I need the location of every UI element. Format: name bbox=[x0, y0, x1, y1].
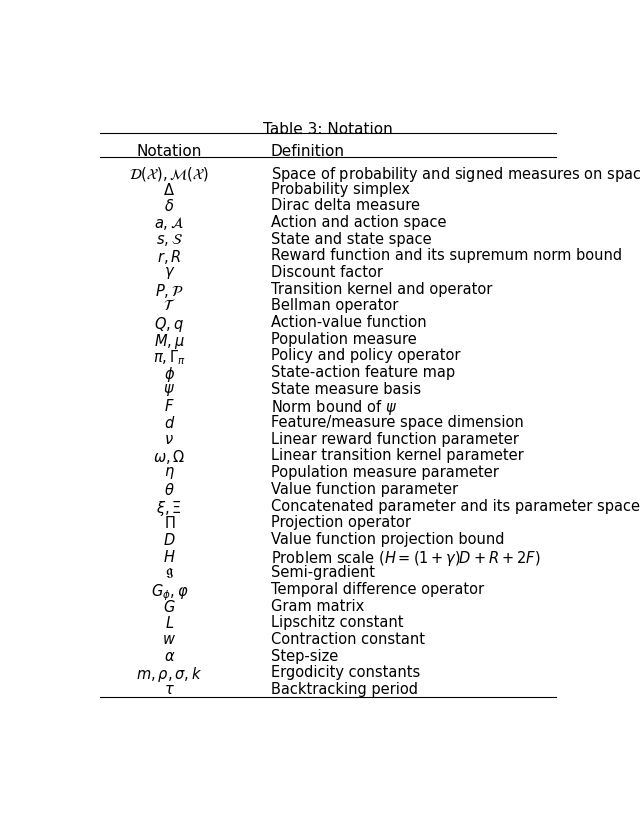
Text: $\mathfrak{g}$: $\mathfrak{g}$ bbox=[165, 565, 173, 581]
Text: Definition: Definition bbox=[271, 144, 345, 159]
Text: Action and action space: Action and action space bbox=[271, 215, 447, 230]
Text: $\mathcal{D}(\mathcal{X}), \mathcal{M}(\mathcal{X})$: $\mathcal{D}(\mathcal{X}), \mathcal{M}(\… bbox=[129, 165, 209, 183]
Text: Population measure parameter: Population measure parameter bbox=[271, 465, 499, 480]
Text: $\xi, \Xi$: $\xi, \Xi$ bbox=[156, 499, 182, 518]
Text: Policy and policy operator: Policy and policy operator bbox=[271, 348, 460, 363]
Text: $L$: $L$ bbox=[164, 615, 174, 631]
Text: Problem scale $(H = (1+\gamma)D + R + 2F)$: Problem scale $(H = (1+\gamma)D + R + 2F… bbox=[271, 548, 540, 567]
Text: Population measure: Population measure bbox=[271, 332, 417, 347]
Text: Ergodicity constants: Ergodicity constants bbox=[271, 666, 420, 681]
Text: Reward function and its supremum norm bound: Reward function and its supremum norm bo… bbox=[271, 248, 622, 263]
Text: $s, \mathcal{S}$: $s, \mathcal{S}$ bbox=[156, 232, 183, 247]
Text: $r, R$: $r, R$ bbox=[157, 248, 181, 266]
Text: Contraction constant: Contraction constant bbox=[271, 632, 425, 647]
Text: Semi-gradient: Semi-gradient bbox=[271, 565, 375, 581]
Text: Linear transition kernel parameter: Linear transition kernel parameter bbox=[271, 448, 524, 463]
Text: $\phi$: $\phi$ bbox=[164, 365, 175, 384]
Text: $a, \mathcal{A}$: $a, \mathcal{A}$ bbox=[154, 215, 184, 232]
Text: Lipschitz constant: Lipschitz constant bbox=[271, 615, 403, 630]
Text: $\Delta$: $\Delta$ bbox=[163, 181, 175, 198]
Text: $\alpha$: $\alpha$ bbox=[164, 648, 175, 663]
Text: Dirac delta measure: Dirac delta measure bbox=[271, 198, 420, 213]
Text: $\gamma$: $\gamma$ bbox=[164, 265, 175, 281]
Text: $\pi, \Gamma_{\pi}$: $\pi, \Gamma_{\pi}$ bbox=[153, 348, 186, 367]
Text: $d$: $d$ bbox=[164, 415, 175, 431]
Text: Table 3: Notation: Table 3: Notation bbox=[263, 122, 393, 136]
Text: $D$: $D$ bbox=[163, 532, 175, 547]
Text: Step-size: Step-size bbox=[271, 648, 338, 663]
Text: Gram matrix: Gram matrix bbox=[271, 599, 364, 614]
Text: State and state space: State and state space bbox=[271, 232, 431, 246]
Text: $\mathcal{T}$: $\mathcal{T}$ bbox=[163, 299, 175, 313]
Text: State measure basis: State measure basis bbox=[271, 382, 421, 397]
Text: Norm bound of $\psi$: Norm bound of $\psi$ bbox=[271, 399, 397, 418]
Text: Temporal difference operator: Temporal difference operator bbox=[271, 582, 484, 597]
Text: Space of probability and signed measures on space $\mathcal{X}$: Space of probability and signed measures… bbox=[271, 165, 640, 184]
Text: $\delta$: $\delta$ bbox=[164, 198, 175, 214]
Text: $F$: $F$ bbox=[164, 399, 175, 414]
Text: Bellman operator: Bellman operator bbox=[271, 299, 398, 313]
Text: $m, \rho, \sigma, k$: $m, \rho, \sigma, k$ bbox=[136, 666, 202, 685]
Text: Backtracking period: Backtracking period bbox=[271, 682, 418, 697]
Text: Transition kernel and operator: Transition kernel and operator bbox=[271, 282, 492, 297]
Text: $P, \mathcal{P}$: $P, \mathcal{P}$ bbox=[155, 282, 184, 299]
Text: Linear reward function parameter: Linear reward function parameter bbox=[271, 432, 519, 447]
Text: Value function projection bound: Value function projection bound bbox=[271, 532, 504, 547]
Text: Probability simplex: Probability simplex bbox=[271, 181, 410, 197]
Text: Action-value function: Action-value function bbox=[271, 315, 427, 330]
Text: $G_{\phi}, \varphi$: $G_{\phi}, \varphi$ bbox=[150, 582, 188, 603]
Text: $\tau$: $\tau$ bbox=[164, 682, 175, 697]
Text: $Q, q$: $Q, q$ bbox=[154, 315, 184, 334]
Text: $\nu$: $\nu$ bbox=[164, 432, 174, 447]
Text: $\Pi$: $\Pi$ bbox=[164, 515, 175, 531]
Text: $\theta$: $\theta$ bbox=[164, 482, 175, 498]
Text: $G$: $G$ bbox=[163, 599, 175, 614]
Text: Notation: Notation bbox=[136, 144, 202, 159]
Text: $H$: $H$ bbox=[163, 548, 175, 565]
Text: $\psi$: $\psi$ bbox=[163, 382, 175, 398]
Text: Value function parameter: Value function parameter bbox=[271, 482, 458, 497]
Text: Concatenated parameter and its parameter space: Concatenated parameter and its parameter… bbox=[271, 499, 640, 514]
Text: $\omega, \Omega$: $\omega, \Omega$ bbox=[153, 448, 186, 466]
Text: $M, \mu$: $M, \mu$ bbox=[154, 332, 185, 351]
Text: State-action feature map: State-action feature map bbox=[271, 365, 455, 380]
Text: $\eta$: $\eta$ bbox=[164, 465, 175, 481]
Text: Projection operator: Projection operator bbox=[271, 515, 411, 530]
Text: Feature/measure space dimension: Feature/measure space dimension bbox=[271, 415, 524, 430]
Text: $w$: $w$ bbox=[163, 632, 176, 647]
Text: Discount factor: Discount factor bbox=[271, 265, 383, 280]
